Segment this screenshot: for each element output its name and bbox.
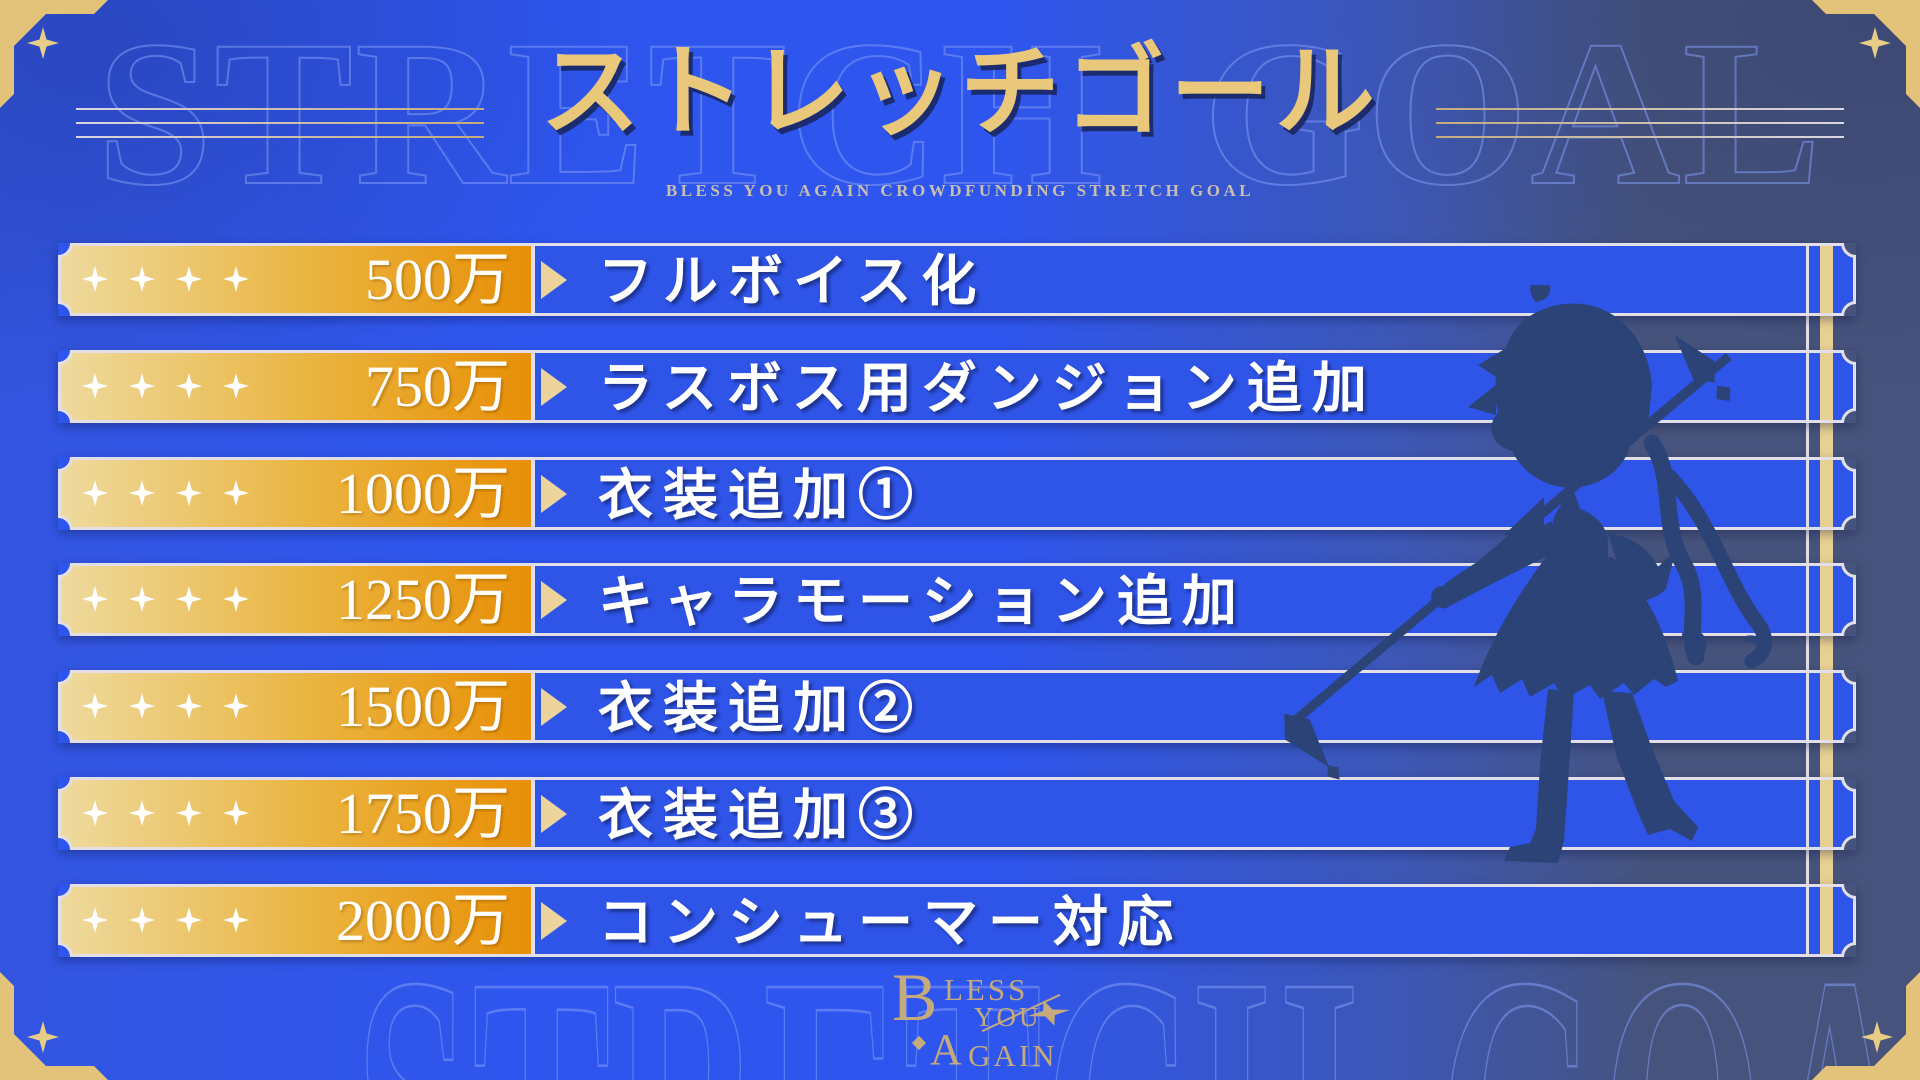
chevron-right-icon [541, 901, 567, 940]
corner-notch [1841, 942, 1856, 957]
logo-text: B [892, 959, 941, 1035]
corner-notch [1841, 243, 1856, 258]
goal-amount: 1250万 [335, 567, 510, 632]
goal-row: 750万 ラスボス用ダンジョン追加 [58, 350, 1856, 423]
goal-amount: 2000万 [335, 888, 510, 953]
goal-label: ラスボス用ダンジョン追加 [598, 358, 1377, 419]
corner-notch [1841, 621, 1856, 636]
corner-notch [1841, 835, 1856, 850]
goal-row: 500万 フルボイス化 [58, 243, 1856, 316]
corner-notch [1841, 408, 1856, 423]
goal-label: コンシューマー対応 [598, 892, 1184, 953]
goal-amount: 1000万 [335, 461, 510, 526]
diamond-icon [911, 1035, 927, 1051]
corner-notch [1841, 670, 1856, 685]
goal-label: 衣装追加③ [598, 785, 924, 846]
corner-ornament-bottom-left [0, 972, 108, 1080]
chevron-right-icon [541, 687, 567, 726]
sparkle-icon [27, 1021, 59, 1053]
chevron-right-icon [541, 794, 567, 833]
logo-text: GAIN [968, 1038, 1058, 1073]
goal-label: 衣装追加① [598, 465, 924, 526]
corner-notch [1841, 777, 1856, 792]
corner-notch [1841, 884, 1856, 899]
goal-row: 2000万 コンシューマー対応 [58, 884, 1856, 957]
chevron-right-icon [541, 260, 567, 299]
goal-amount: 1500万 [335, 674, 510, 739]
chevron-right-icon [541, 367, 567, 406]
watermark-top: STRETCH GOAL [96, 0, 1824, 229]
goal-label: キャラモーション追加 [598, 571, 1247, 632]
logo-text: A [930, 1025, 965, 1074]
goal-label: 衣装追加② [598, 678, 924, 739]
corner-notch [1841, 457, 1856, 472]
goal-amount: 500万 [364, 247, 510, 312]
corner-notch [1841, 515, 1856, 530]
logo-text: YOU [974, 1002, 1042, 1033]
goal-amount: 750万 [364, 354, 510, 419]
corner-notch [1841, 563, 1856, 578]
corner-notch [1841, 350, 1856, 365]
corner-notch [1841, 728, 1856, 743]
chevron-right-icon [541, 474, 567, 513]
chevron-right-icon [541, 580, 567, 619]
character-silhouette [1284, 285, 1773, 863]
goal-label: フルボイス化 [598, 251, 987, 312]
goal-amount: 1750万 [335, 781, 510, 846]
bless-you-again-logo: B LESS YOU A GAIN [880, 950, 1110, 1078]
corner-notch [1841, 301, 1856, 316]
logo-text: LESS [944, 972, 1029, 1007]
